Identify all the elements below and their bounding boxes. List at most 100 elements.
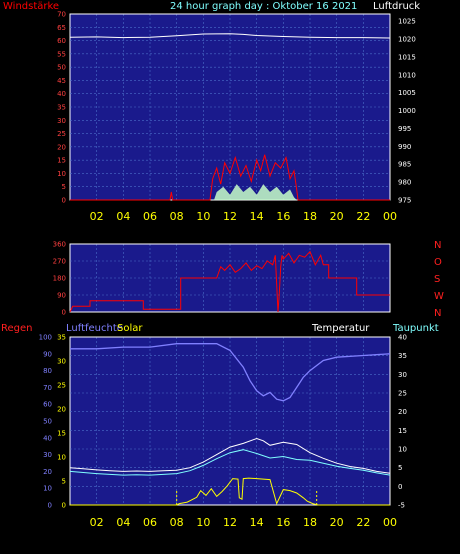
humidity-axis-tick: 90: [43, 350, 52, 358]
wind-pressure-x-tick: 12: [223, 210, 237, 223]
humidity-solar-x-tick: 18: [303, 516, 317, 529]
wind-pressure-x-tick: 18: [303, 210, 317, 223]
wind-axis-tick: 10: [57, 170, 66, 178]
pressure-axis-tick: 980: [398, 179, 411, 187]
direction-axis-tick: 90: [57, 292, 66, 300]
pressure-axis-tick: 1010: [398, 71, 416, 79]
solar-axis-tick: 25: [57, 382, 66, 390]
wind-pressure-x-tick: 04: [116, 210, 130, 223]
humidity-axis-tick: 30: [43, 451, 52, 459]
header-left-label: Windstärke: [3, 1, 59, 12]
temperature-axis-tick: -5: [398, 502, 405, 510]
humidity-solar-x-tick: 06: [143, 516, 157, 529]
temperature-axis-tick: 30: [398, 371, 407, 379]
wind-axis-tick: 40: [57, 90, 66, 98]
series-direction: [69, 250, 390, 313]
humidity-solar-x-tick: 16: [276, 516, 290, 529]
direction-axis-tick: 270: [53, 258, 66, 266]
temperature-axis-tick: 5: [398, 464, 402, 472]
series-dewpoint: [69, 449, 391, 476]
wind-axis-tick: 35: [57, 104, 66, 112]
dewpoint-label: Taupunkt: [392, 323, 439, 334]
wind-axis-tick: 20: [57, 143, 66, 151]
wind-pressure-x-tick: 06: [143, 210, 157, 223]
solar-axis-tick: 10: [57, 454, 66, 462]
compass-label: N: [434, 308, 441, 319]
solar-axis-tick: 20: [57, 406, 66, 414]
series-solar: [70, 477, 390, 506]
wind-axis-tick: 50: [57, 64, 66, 72]
temperature-axis-tick: 10: [398, 446, 407, 454]
compass-label: S: [434, 274, 440, 285]
rain-label: Regen: [1, 323, 33, 334]
wind-pressure-panel: 0510152025303540455055606570975980985990…: [57, 11, 416, 224]
pressure-axis-tick: 985: [398, 161, 411, 169]
direction-axis-tick: 360: [53, 241, 66, 249]
wind-pressure-x-tick: 16: [276, 210, 290, 223]
solar-axis-tick: 30: [57, 358, 66, 366]
header-title: 24 hour graph day : Oktober 16 2021: [170, 1, 357, 12]
wind-axis-tick: 25: [57, 130, 66, 138]
humidity-axis-tick: 20: [43, 468, 52, 476]
solar-axis-tick: 35: [57, 334, 66, 342]
wind-axis-tick: 15: [57, 157, 66, 165]
humidity-axis-tick: 80: [43, 367, 52, 375]
temperature-axis-tick: 15: [398, 427, 407, 435]
compass-label: N: [434, 240, 441, 251]
wind-pressure-x-tick: 00: [383, 210, 397, 223]
wind-pressure-x-tick: 22: [356, 210, 370, 223]
humidity-label: Luftfeuchte: [66, 323, 123, 334]
compass-label: O: [434, 257, 442, 268]
wind-axis-tick: 70: [57, 11, 66, 19]
humidity-axis-tick: 0: [48, 502, 52, 510]
humidity-axis-tick: 40: [43, 434, 52, 442]
humidity-solar-x-tick: 02: [90, 516, 104, 529]
temperature-label: Temperatur: [311, 323, 370, 334]
humidity-solar-x-tick: 20: [330, 516, 344, 529]
wind-pressure-x-tick: 08: [170, 210, 184, 223]
pressure-axis-tick: 995: [398, 125, 411, 133]
wind-pressure-x-tick: 10: [196, 210, 210, 223]
wind-pressure-x-tick: 14: [250, 210, 264, 223]
humidity-solar-x-tick: 14: [250, 516, 264, 529]
direction-axis-tick: 0: [62, 309, 66, 317]
temperature-axis-tick: 20: [398, 408, 407, 416]
header-right-label: Luftdruck: [373, 1, 420, 12]
series-humidity: [70, 343, 391, 402]
humidity-solar-x-tick: 12: [223, 516, 237, 529]
humidity-axis-tick: 70: [43, 384, 52, 392]
wind-axis-tick: 0: [62, 197, 66, 205]
pressure-axis-tick: 975: [398, 197, 411, 205]
solar-label: Solar: [117, 323, 143, 334]
series-wind: [70, 154, 390, 201]
humidity-solar-x-tick: 08: [170, 516, 184, 529]
humidity-solar-x-tick: 00: [383, 516, 397, 529]
wind-axis-tick: 45: [57, 77, 66, 85]
series-pressure: [69, 33, 391, 39]
temperature-axis-tick: 40: [398, 334, 407, 342]
solar-axis-tick: 5: [62, 478, 66, 486]
series-gust: [70, 184, 390, 200]
humidity-axis-tick: 60: [43, 401, 52, 409]
temperature-axis-tick: 35: [398, 352, 407, 360]
pressure-axis-tick: 1000: [398, 107, 416, 115]
humidity-solar-frame: [69, 336, 391, 506]
pressure-axis-tick: 1025: [398, 18, 416, 26]
pressure-axis-tick: 1005: [398, 89, 416, 97]
pressure-axis-tick: 1020: [398, 36, 416, 44]
temperature-axis-tick: 0: [398, 483, 402, 491]
pressure-axis-tick: 1015: [398, 53, 416, 61]
humidity-axis-tick: 10: [43, 485, 52, 493]
humidity-axis-tick: 50: [43, 418, 52, 426]
wind-axis-tick: 65: [57, 24, 66, 32]
humidity-solar-x-tick: 10: [196, 516, 210, 529]
humidity-solar-x-tick: 22: [356, 516, 370, 529]
wind-axis-tick: 30: [57, 117, 66, 125]
humidity-solar-x-tick: 04: [116, 516, 130, 529]
temperature-axis-tick: 25: [398, 390, 407, 398]
series-temperature: [69, 437, 391, 474]
compass-label: W: [434, 291, 444, 302]
